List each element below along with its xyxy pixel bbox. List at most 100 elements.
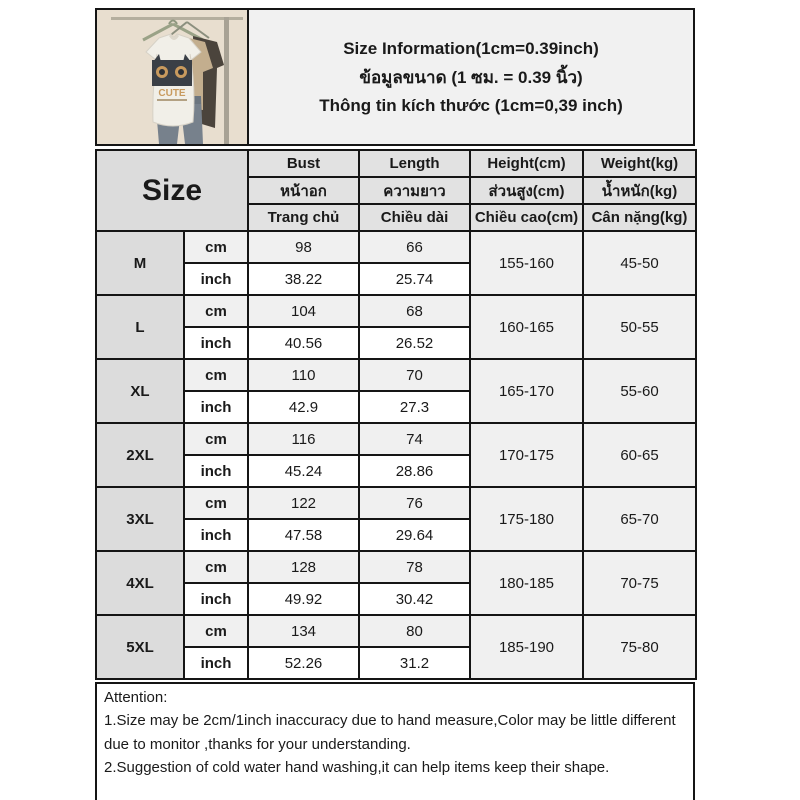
col-header-length: Length	[358, 149, 471, 178]
bust-inch-value: 47.58	[247, 518, 360, 552]
bust-inch-value: 52.26	[247, 646, 360, 680]
bust-inch-value: 38.22	[247, 262, 360, 296]
product-photo-illustration: CUTE	[97, 10, 247, 144]
unit-cm-label: cm	[183, 422, 249, 456]
weight-range-value: 55-60	[582, 358, 697, 424]
bust-cm-value: 116	[247, 422, 360, 456]
unit-cm-label: cm	[183, 550, 249, 584]
col-header-weight-vi: Cân nặng(kg)	[582, 203, 697, 232]
weight-range-value: 60-65	[582, 422, 697, 488]
header-row-english: Size Bust Length Height(cm) Weight(kg)	[95, 149, 697, 232]
size-header-cell: Size	[95, 149, 249, 232]
weight-range-value: 75-80	[582, 614, 697, 680]
size-row-l-inch: inch 40.56 26.52	[96, 326, 696, 360]
height-range-value: 165-170	[469, 358, 584, 424]
weight-range-value: 45-50	[582, 230, 697, 296]
col-header-bust-vi: Trang chủ	[247, 203, 360, 232]
title-line-english: Size Information(1cm=0.39inch)	[343, 38, 599, 58]
col-header-height-th: ส่วนสูง(cm)	[469, 176, 584, 205]
header-row-thai: หน้าอก ความยาว ส่วนสูง(cm) น้ำหนัก(kg)	[96, 176, 697, 205]
unit-cm-label: cm	[183, 486, 249, 520]
hanger-hook-icon	[168, 19, 178, 25]
length-cm-value: 74	[358, 422, 471, 456]
size-row-5xl-cm: 5XL cm 134 80 185-190 75-80	[95, 614, 697, 680]
length-inch-value: 27.3	[358, 390, 471, 424]
col-header-length-th: ความยาว	[358, 176, 471, 205]
size-value: 3XL	[95, 486, 185, 552]
bust-cm-value: 128	[247, 550, 360, 584]
size-value: XL	[95, 358, 185, 424]
length-cm-value: 76	[358, 486, 471, 520]
size-row-2xl-cm: 2XL cm 116 74 170-175 60-65	[95, 422, 697, 488]
col-header-length-vi: Chiều dài	[358, 203, 471, 232]
length-inch-value: 26.52	[358, 326, 471, 360]
size-value: 4XL	[95, 550, 185, 616]
size-value: 2XL	[95, 422, 185, 488]
weight-range-value: 65-70	[582, 486, 697, 552]
size-row-4xl-inch: inch 49.92 30.42	[96, 582, 696, 616]
title-box: Size Information(1cm=0.39inch) ข้อมูลขนา…	[249, 8, 695, 146]
header-row-vietnamese: Trang chủ Chiều dài Chiều cao(cm) Cân nặ…	[96, 203, 697, 232]
bust-inch-value: 40.56	[247, 326, 360, 360]
bust-inch-value: 45.24	[247, 454, 360, 488]
title-line-thai: ข้อมูลขนาด (1 ซม. = 0.39 นิ้ว)	[359, 67, 583, 87]
size-row-2xl-inch: inch 45.24 28.86	[96, 454, 696, 488]
size-row-3xl-cm: 3XL cm 122 76 175-180 65-70	[95, 486, 697, 552]
size-table: Size Bust Length Height(cm) Weight(kg) ห…	[95, 149, 697, 680]
bust-cm-value: 98	[247, 230, 360, 264]
height-range-value: 175-180	[469, 486, 584, 552]
bust-inch-value: 49.92	[247, 582, 360, 616]
bust-inch-value: 42.9	[247, 390, 360, 424]
weight-range-value: 70-75	[582, 550, 697, 616]
shirt-graphic-text: CUTE	[158, 88, 186, 99]
col-header-height-vi: Chiều cao(cm)	[469, 203, 584, 232]
col-header-weight-th: น้ำหนัก(kg)	[582, 176, 697, 205]
unit-inch-label: inch	[183, 454, 249, 488]
size-row-4xl-cm: 4XL cm 128 78 180-185 70-75	[95, 550, 697, 616]
title-line-vietnamese: Thông tin kích thước (1cm=0,39 inch)	[319, 95, 623, 115]
attention-box: Attention: 1.Size may be 2cm/1inch inacc…	[95, 682, 695, 800]
bust-cm-value: 134	[247, 614, 360, 648]
unit-inch-label: inch	[183, 262, 249, 296]
weight-range-value: 50-55	[582, 294, 697, 360]
col-header-weight: Weight(kg)	[582, 149, 697, 178]
length-inch-value: 31.2	[358, 646, 471, 680]
height-range-value: 170-175	[469, 422, 584, 488]
size-value: 5XL	[95, 614, 185, 680]
unit-inch-label: inch	[183, 646, 249, 680]
rack-pole	[224, 17, 229, 144]
length-cm-value: 80	[358, 614, 471, 648]
col-header-bust: Bust	[247, 149, 360, 178]
bust-cm-value: 110	[247, 358, 360, 392]
unit-inch-label: inch	[183, 582, 249, 616]
attention-note-1: 1.Size may be 2cm/1inch inaccuracy due t…	[104, 712, 676, 753]
length-cm-value: 66	[358, 230, 471, 264]
attention-title: Attention:	[104, 689, 168, 706]
unit-cm-label: cm	[183, 230, 249, 264]
height-range-value: 185-190	[469, 614, 584, 680]
length-cm-value: 70	[358, 358, 471, 392]
length-inch-value: 28.86	[358, 454, 471, 488]
bust-cm-value: 122	[247, 486, 360, 520]
size-chart-content: CUTE Size Information(1cm=0.39inch) ข้อม…	[95, 8, 697, 800]
length-inch-value: 30.42	[358, 582, 471, 616]
length-cm-value: 78	[358, 550, 471, 584]
attention-note-2: 2.Suggestion of cold water hand washing,…	[104, 758, 610, 776]
height-range-value: 155-160	[469, 230, 584, 296]
height-range-value: 180-185	[469, 550, 584, 616]
unit-inch-label: inch	[183, 390, 249, 424]
height-range-value: 160-165	[469, 294, 584, 360]
col-header-height: Height(cm)	[469, 149, 584, 178]
size-row-3xl-inch: inch 47.58 29.64	[96, 518, 696, 552]
unit-cm-label: cm	[183, 358, 249, 392]
header-section: CUTE Size Information(1cm=0.39inch) ข้อม…	[95, 8, 695, 146]
length-inch-value: 29.64	[358, 518, 471, 552]
size-row-xl-inch: inch 42.9 27.3	[96, 390, 696, 424]
bust-cm-value: 104	[247, 294, 360, 328]
length-cm-value: 68	[358, 294, 471, 328]
product-photo: CUTE	[95, 8, 249, 146]
unit-inch-label: inch	[183, 518, 249, 552]
